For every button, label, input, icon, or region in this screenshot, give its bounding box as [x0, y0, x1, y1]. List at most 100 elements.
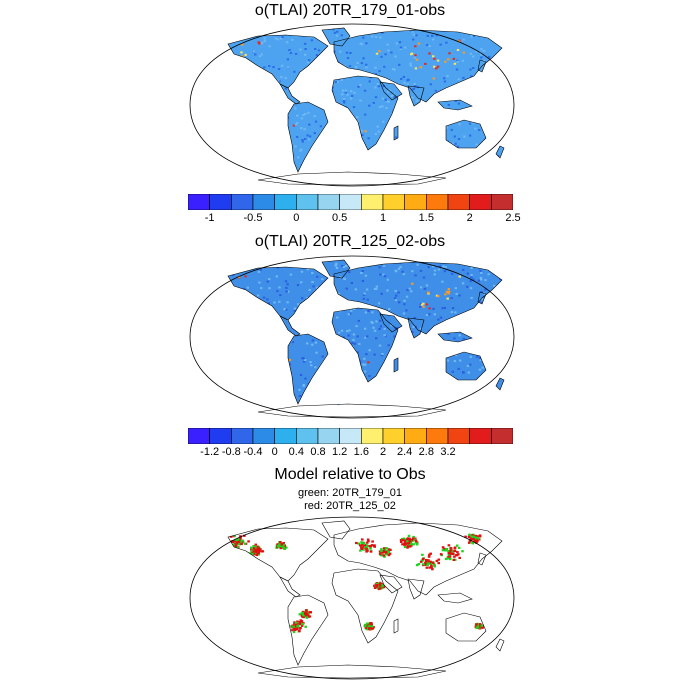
- red-cell: [257, 550, 260, 553]
- red-cell: [453, 549, 457, 552]
- anomaly-cell: [462, 38, 465, 41]
- red-cell: [451, 552, 455, 556]
- anomaly-cell: [219, 51, 221, 53]
- anomaly-cell: [297, 303, 300, 306]
- green-cell: [429, 562, 433, 565]
- anomaly-cell: [284, 308, 288, 311]
- anomaly-cell: [260, 42, 263, 45]
- green-cell: [444, 549, 447, 552]
- anomaly-cell: [491, 260, 494, 261]
- anomaly-cell: [196, 292, 198, 294]
- coastline-antarctica: [257, 171, 447, 186]
- green-cell: [292, 630, 296, 634]
- anomaly-cell: [406, 82, 409, 85]
- red-cell: [439, 553, 443, 556]
- anomaly-cell: [458, 334, 461, 337]
- anomaly-cell: [196, 157, 198, 159]
- anomaly-cell: [228, 397, 229, 400]
- anomaly-cell: [299, 374, 303, 376]
- anomaly-cell: [310, 39, 314, 42]
- anomaly-cell: [237, 267, 240, 270]
- anomaly-cell: [200, 33, 202, 35]
- anomaly-cell: [203, 44, 205, 46]
- red-cell: [370, 622, 373, 625]
- anomaly-cell: [427, 24, 429, 26]
- anomaly-cell: [211, 278, 213, 280]
- anomaly-cell: [296, 114, 299, 117]
- green-cell: [250, 546, 253, 549]
- colorbar-swatch: [447, 428, 470, 444]
- anomaly-cell: [515, 65, 516, 67]
- anomaly-cell: [339, 50, 342, 53]
- land-eurasia: [334, 30, 502, 102]
- anomaly-cell: [373, 353, 376, 356]
- anomaly-cell: [287, 290, 290, 293]
- colorbar-swatch: [296, 194, 319, 210]
- anomaly-cell: [368, 375, 371, 378]
- anomaly-cell: [432, 38, 435, 41]
- red-cell: [401, 538, 405, 542]
- green-cell: [453, 558, 457, 561]
- anomaly-cell: [502, 391, 504, 394]
- anomaly-cell: [458, 275, 461, 278]
- anomaly-cell: [446, 75, 449, 77]
- green-cell: [294, 621, 298, 624]
- red-cell: [428, 566, 431, 569]
- anomaly-cell: [217, 39, 219, 41]
- anomaly-cell: [489, 262, 492, 264]
- green-cell: [433, 565, 436, 568]
- anomaly-cell: [196, 372, 198, 374]
- red-cell: [367, 540, 370, 543]
- anomaly-cell: [427, 266, 430, 269]
- anomaly-cell: [352, 106, 356, 109]
- anomaly-cell: [402, 273, 406, 276]
- anomaly-cell: [479, 30, 482, 33]
- anomaly-cell: [470, 75, 473, 78]
- anomaly-cell: [444, 293, 447, 296]
- anomaly-cell: [208, 158, 210, 160]
- green-cell: [366, 622, 370, 625]
- anomaly-cell: [496, 31, 500, 34]
- anomaly-cell: [475, 143, 478, 146]
- anomaly-cell: [480, 298, 484, 301]
- anomaly-cell: [447, 290, 451, 293]
- anomaly-cell: [190, 53, 192, 55]
- colorbar-tick-label: 0.4: [288, 446, 304, 458]
- anomaly-cell: [410, 255, 412, 257]
- anomaly-cell: [499, 166, 502, 169]
- anomaly-cell: [454, 99, 457, 102]
- anomaly-cell: [405, 295, 409, 298]
- anomaly-cell: [374, 66, 377, 69]
- red-cell: [233, 540, 236, 543]
- coastline-india: [407, 317, 425, 339]
- anomaly-cell: [397, 255, 399, 257]
- red-cell: [467, 541, 471, 544]
- anomaly-cell: [410, 290, 413, 293]
- green-cell: [412, 535, 415, 539]
- anomaly-cell: [489, 264, 492, 267]
- anomaly-cell: [257, 258, 259, 260]
- anomaly-cell: [471, 256, 473, 258]
- anomaly-cell: [194, 30, 196, 32]
- anomaly-cell: [380, 55, 383, 58]
- anomaly-cell: [411, 255, 413, 257]
- red-cell: [247, 540, 250, 543]
- anomaly-cell: [374, 96, 378, 99]
- anomaly-cell: [203, 392, 205, 394]
- coastline-seAsiaIslands: [437, 99, 473, 111]
- anomaly-cell: [472, 264, 476, 267]
- anomaly-cell: [350, 309, 353, 312]
- anomaly-cell: [512, 27, 514, 29]
- anomaly-cell: [294, 123, 297, 126]
- panel2-title: o(TLAI) 20TR_125_02-obs: [254, 233, 446, 250]
- anomaly-cell: [202, 157, 204, 159]
- anomaly-cell: [450, 128, 453, 131]
- green-cell: [360, 541, 364, 544]
- anomaly-cell: [476, 24, 478, 26]
- green-cell: [304, 625, 307, 628]
- anomaly-cell: [190, 123, 192, 125]
- anomaly-cell: [200, 36, 202, 38]
- anomaly-cell: [289, 273, 293, 276]
- anomaly-cell: [216, 32, 218, 34]
- panel1-colorbar: [188, 194, 513, 210]
